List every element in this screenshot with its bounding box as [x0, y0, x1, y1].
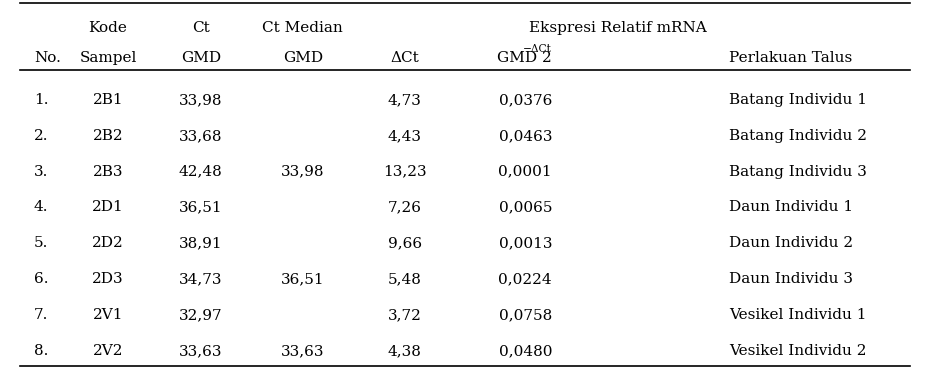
Text: 32,97: 32,97: [179, 308, 222, 322]
Text: Daun Individu 1: Daun Individu 1: [729, 201, 854, 215]
Text: Kode: Kode: [88, 21, 127, 35]
Text: GMD 2: GMD 2: [498, 51, 552, 65]
Text: 33,63: 33,63: [179, 344, 222, 358]
Text: 2B3: 2B3: [93, 165, 124, 178]
Text: 0,0463: 0,0463: [498, 129, 552, 143]
Text: 2V2: 2V2: [93, 344, 124, 358]
Text: ΔCt: ΔCt: [391, 51, 419, 65]
Text: 8.: 8.: [33, 344, 48, 358]
Text: Vesikel Individu 2: Vesikel Individu 2: [729, 344, 867, 358]
Text: 5,48: 5,48: [388, 272, 421, 286]
Text: 2V1: 2V1: [93, 308, 124, 322]
Text: Daun Individu 3: Daun Individu 3: [729, 272, 853, 286]
Text: 3,72: 3,72: [388, 308, 421, 322]
Text: 7,26: 7,26: [388, 201, 421, 215]
Text: GMD: GMD: [283, 51, 323, 65]
Text: No.: No.: [33, 51, 60, 65]
Text: 0,0480: 0,0480: [498, 344, 552, 358]
Text: 33,68: 33,68: [179, 129, 222, 143]
Text: −ΔCt: −ΔCt: [523, 44, 551, 54]
Text: 4,43: 4,43: [388, 129, 421, 143]
Text: 2D3: 2D3: [92, 272, 124, 286]
Text: Vesikel Individu 1: Vesikel Individu 1: [729, 308, 867, 322]
Text: Batang Individu 2: Batang Individu 2: [729, 129, 868, 143]
Text: Batang Individu 3: Batang Individu 3: [729, 165, 867, 178]
Text: Perlakuan Talus: Perlakuan Talus: [729, 51, 853, 65]
Text: 6.: 6.: [33, 272, 48, 286]
Text: GMD: GMD: [180, 51, 220, 65]
Text: 2D1: 2D1: [92, 201, 124, 215]
Text: 1.: 1.: [33, 93, 48, 107]
Text: 36,51: 36,51: [179, 201, 222, 215]
Text: 2B1: 2B1: [93, 93, 124, 107]
Text: 2D2: 2D2: [92, 236, 124, 250]
Text: 3.: 3.: [33, 165, 48, 178]
Text: Daun Individu 2: Daun Individu 2: [729, 236, 854, 250]
Text: 0,0065: 0,0065: [498, 201, 552, 215]
Text: 4,73: 4,73: [388, 93, 421, 107]
Text: 0,0001: 0,0001: [498, 165, 552, 178]
Text: 7.: 7.: [33, 308, 48, 322]
Text: Ct: Ct: [192, 21, 209, 35]
Text: 33,98: 33,98: [281, 165, 325, 178]
Text: 4,38: 4,38: [388, 344, 421, 358]
Text: 2B2: 2B2: [93, 129, 124, 143]
Text: 33,98: 33,98: [179, 93, 222, 107]
Text: 34,73: 34,73: [179, 272, 222, 286]
Text: 4.: 4.: [33, 201, 48, 215]
Text: 38,91: 38,91: [179, 236, 222, 250]
Text: 5.: 5.: [33, 236, 48, 250]
Text: 9,66: 9,66: [388, 236, 422, 250]
Text: Ekspresi Relatif mRNA: Ekspresi Relatif mRNA: [529, 21, 707, 35]
Text: Batang Individu 1: Batang Individu 1: [729, 93, 868, 107]
Text: 2.: 2.: [33, 129, 48, 143]
Text: 0,0376: 0,0376: [498, 93, 552, 107]
Text: 13,23: 13,23: [383, 165, 427, 178]
Text: 33,63: 33,63: [281, 344, 325, 358]
Text: 0,0224: 0,0224: [498, 272, 552, 286]
Text: 0,0758: 0,0758: [498, 308, 551, 322]
Text: Sampel: Sampel: [79, 51, 137, 65]
Text: Ct Median: Ct Median: [262, 21, 343, 35]
Text: 42,48: 42,48: [179, 165, 222, 178]
Text: 0,0013: 0,0013: [498, 236, 552, 250]
Text: 36,51: 36,51: [281, 272, 325, 286]
